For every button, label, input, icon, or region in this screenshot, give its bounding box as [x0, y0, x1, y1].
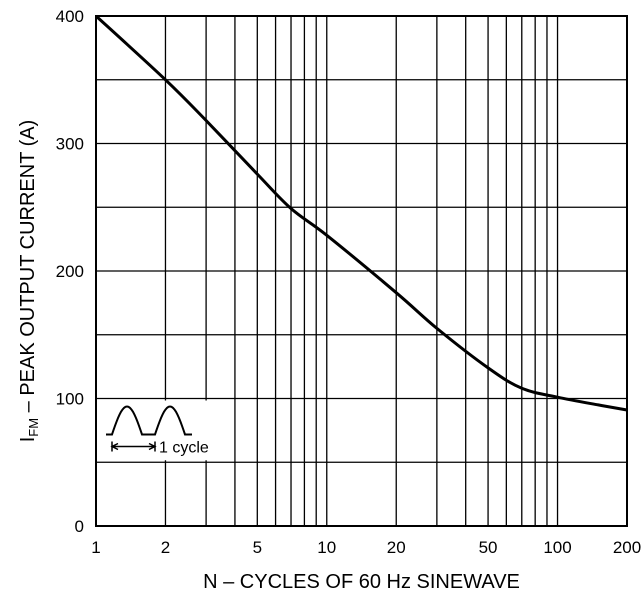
inset-label: 1 cycle [159, 440, 209, 457]
x-tick-label: 100 [543, 538, 571, 557]
x-tick-label: 1 [91, 538, 100, 557]
inset-background [98, 400, 226, 461]
x-tick-label: 5 [253, 538, 262, 557]
x-tick-label: 2 [161, 538, 170, 557]
x-tick-label: 10 [317, 538, 336, 557]
cycle-arrow-icon [110, 441, 157, 452]
y-tick-label: 400 [56, 7, 84, 26]
series-line [94, 14, 628, 412]
y-axis-label: IFM – PEAK OUTPUT CURRENT (A) [17, 120, 41, 443]
y-tick-label: 100 [56, 390, 84, 409]
y-tick-label: 200 [56, 262, 84, 281]
grid [96, 16, 627, 526]
y-tick-labels: 0 100 200 300 400 [56, 7, 84, 536]
y-tick-label: 0 [75, 517, 84, 536]
x-tick-label: 50 [479, 538, 498, 557]
y-tick-label: 300 [56, 135, 84, 154]
sinewave-icon [106, 405, 192, 436]
x-tick-labels: 1 2 5 10 20 50 100 200 [91, 538, 641, 557]
x-tick-label: 200 [613, 538, 641, 557]
x-tick-label: 20 [387, 538, 406, 557]
plot-frame [95, 15, 628, 527]
y-axis-label-subscript: FM [26, 418, 41, 437]
x-axis-label: N – CYCLES OF 60 Hz SINEWAVE [203, 571, 520, 593]
waveform-inset: 1 cycle [98, 400, 226, 461]
y-axis-label-main: I [17, 437, 39, 443]
y-axis-label-rest: – PEAK OUTPUT CURRENT (A) [17, 120, 39, 418]
